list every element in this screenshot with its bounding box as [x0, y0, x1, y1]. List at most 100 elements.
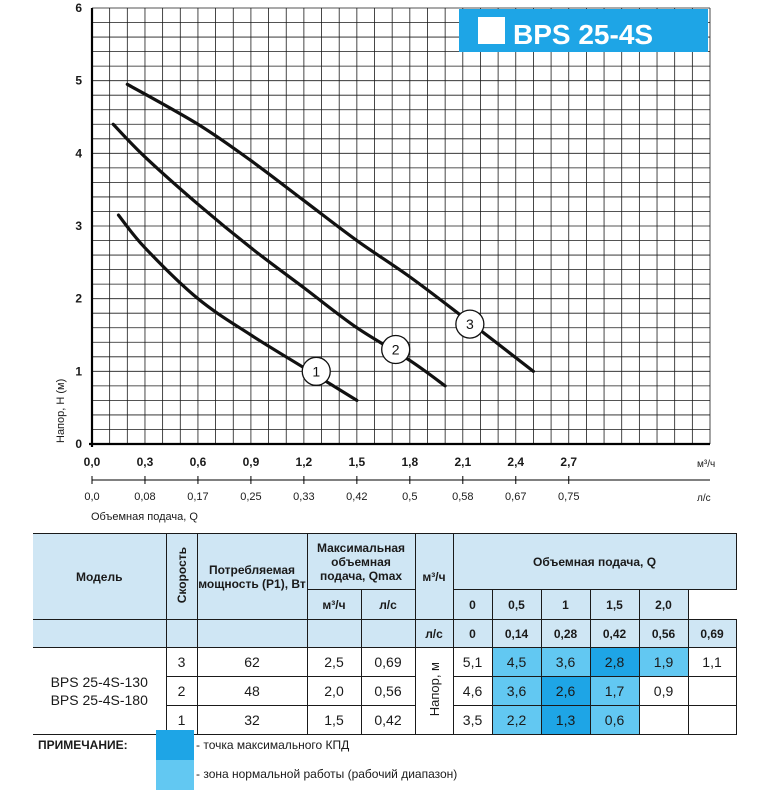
head-value: 1,9 [638, 647, 689, 677]
curve-label-text: 1 [312, 363, 320, 379]
x2-tick-label: 0,0 [84, 491, 99, 503]
curve-label-text: 2 [392, 342, 400, 358]
header-flow: Объемная подача, Q [452, 533, 737, 590]
qmax-m3h-value: 1,5 [306, 705, 362, 735]
table-row: 1 32 1,5 0,42 3,5 2,2 1,3 0,6 [33, 705, 737, 735]
napor-label: Напор, м [426, 662, 442, 717]
x2-unit-label: л/с [697, 493, 711, 504]
x-tick-label: 0,6 [190, 455, 207, 469]
x-tick-label: 1,8 [401, 455, 418, 469]
header-speed: Скорость [174, 546, 189, 604]
head-value: 0,9 [638, 676, 689, 706]
head-value: 5,1 [452, 647, 493, 677]
flow-m3h-3: 1,5 [589, 589, 640, 620]
head-value: 3,6 [540, 647, 591, 677]
header-power: Потребляемая мощность (Р1), Вт [196, 533, 308, 620]
flow-ls-2: 0,28 [540, 619, 591, 648]
chart-series [111, 82, 536, 402]
y-tick-label: 2 [75, 292, 82, 306]
head-value [687, 705, 737, 735]
normal-zone-swatch [156, 760, 194, 790]
flow-ls-0: 0 [452, 619, 493, 648]
qmax-ls-value: 0,42 [360, 705, 416, 735]
x2-tick-label: 0,75 [558, 491, 579, 503]
flow-m3h-2: 1 [540, 589, 591, 620]
x2-tick-label: 0,33 [293, 491, 314, 503]
max-efficiency-swatch [156, 730, 194, 760]
chart-axes [89, 8, 710, 481]
note-label: ПРИМЕЧАНИЕ: [38, 738, 128, 752]
head-value [687, 676, 737, 706]
flow-ls-1: 0,14 [491, 619, 542, 648]
head-value: 2,2 [491, 705, 542, 735]
qmax-ls-value: 0,69 [360, 647, 416, 677]
curve-label-circle [381, 334, 411, 365]
header-blank-qm [306, 619, 362, 648]
flow-ls-3: 0,42 [589, 619, 640, 648]
y-tick-label: 1 [75, 364, 82, 378]
x-axis-title: Объемная подача, Q [91, 511, 198, 523]
header-speed-cell: Скорость [165, 533, 198, 620]
speed-value: 1 [165, 705, 198, 735]
head-value: 3,5 [452, 705, 493, 735]
power-value: 62 [196, 647, 308, 677]
head-value [638, 705, 689, 735]
chart-title: BPS 25-4S [513, 19, 653, 50]
header-qmax-m3h: м³/ч [306, 589, 362, 620]
x2-tick-label: 0,58 [452, 491, 473, 503]
x-tick-label: 1,2 [296, 455, 313, 469]
pump-curve-chart: 0 1 2 3 4 5 6 0,0 0,3 0,6 0,9 1,2 1,5 1,8 2,1 2,4 2,7 0,0… [55, 1, 715, 523]
header-blank-speed [165, 619, 198, 648]
x-tick-label: 2,7 [560, 455, 577, 469]
chart-grid [91, 7, 711, 445]
head-value: 4,5 [491, 647, 542, 677]
x-tick-label: 1,5 [349, 455, 366, 469]
flow-ls-5: 0,69 [687, 619, 737, 648]
x-tick-label: 0,3 [137, 455, 154, 469]
x-tick-label: 0,0 [84, 455, 101, 469]
flow-m3h-1: 0,5 [491, 589, 542, 620]
curve-labels: 1 2 3 [301, 309, 485, 386]
qmax-m3h-value: 2,5 [306, 647, 362, 677]
power-value: 32 [196, 705, 308, 735]
flow-ls-4: 0,56 [638, 619, 689, 648]
x2-tick-label: 0,17 [187, 491, 208, 503]
head-value: 4,6 [452, 676, 493, 706]
header-blank-ql [360, 619, 416, 648]
head-value: 1,3 [540, 705, 591, 735]
flow-m3h-0: 0 [452, 589, 493, 620]
x-tick-label: 2,1 [454, 455, 471, 469]
x2-tick-label: 0,5 [402, 491, 417, 503]
y-axis-title: Напор, Н (м) [55, 379, 67, 443]
header-blank-power [196, 619, 308, 648]
header-qmax: Максимальная объемная подача, Qmax [306, 533, 416, 590]
qmax-ls-value: 0,56 [360, 676, 416, 706]
speed-value: 3 [165, 647, 198, 677]
y-tick-label: 5 [75, 74, 82, 88]
head-value: 3,6 [491, 676, 542, 706]
x-tick-label: 2,4 [507, 455, 524, 469]
header-blank-model [33, 619, 167, 648]
y-tick-label: 3 [75, 219, 82, 233]
note-normal-zone: - зона нормальной работы (рабочий диапаз… [196, 767, 458, 781]
head-value: 2,6 [540, 676, 591, 706]
note-max-efficiency: - точка максимального КПД [196, 738, 350, 752]
curve-label-circle [455, 309, 485, 339]
napor-cell: Напор, м [414, 647, 454, 735]
x-unit-label: м³/ч [697, 459, 715, 470]
header-qmax-ls: л/с [360, 589, 416, 620]
qmax-m3h-value: 2,0 [306, 676, 362, 706]
header-flow-unit1: м³/ч [414, 533, 454, 620]
model-name-1: BPS 25-4S-130 [50, 674, 148, 690]
table-row: BPS 25-4S-130 BPS 25-4S-180 3 62 2,5 0,6… [33, 647, 737, 735]
x2-tick-label: 0,08 [134, 491, 155, 503]
speed-value: 2 [165, 676, 198, 706]
title-square-icon [478, 17, 505, 44]
y-tick-label: 6 [75, 1, 82, 15]
x2-tick-label: 0,25 [240, 491, 261, 503]
x2-tick-label: 0,67 [505, 491, 526, 503]
model-name-2: BPS 25-4S-180 [50, 692, 148, 708]
head-value: 0,6 [589, 705, 640, 735]
head-value: 1,7 [589, 676, 640, 706]
y-tick-label: 0 [75, 437, 82, 451]
